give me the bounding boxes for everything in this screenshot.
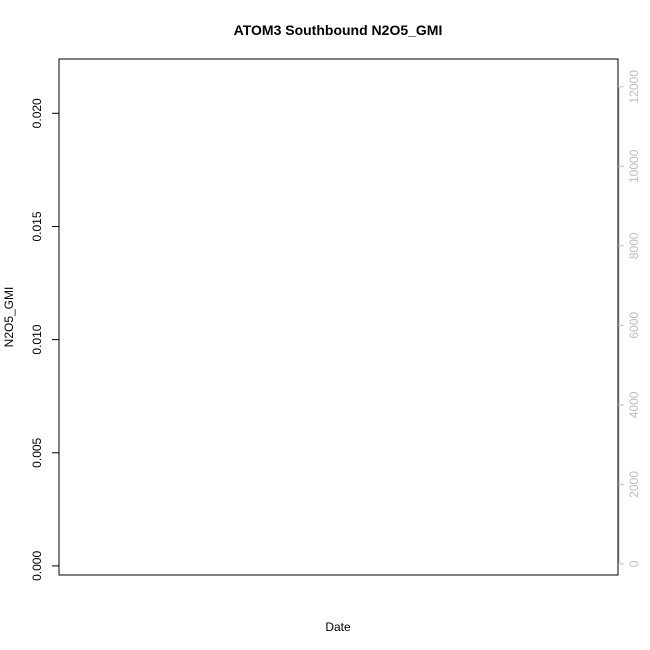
y2-tick-label: 2000 bbox=[627, 471, 641, 498]
x-axis-label: Date bbox=[325, 620, 351, 634]
y2-tick-label: 4000 bbox=[627, 391, 641, 418]
plot-frame bbox=[58, 58, 619, 576]
chart-title: ATOM3 Southbound N2O5_GMI bbox=[234, 22, 443, 38]
y-axis-label: N2O5_GMI bbox=[2, 287, 16, 348]
y-tick-label: 0.010 bbox=[30, 324, 44, 354]
y-tick-label: 0.000 bbox=[30, 551, 44, 581]
y2-tick-label: 0 bbox=[627, 560, 641, 567]
y2-tick-label: 8000 bbox=[627, 232, 641, 259]
y2-tick-label: 10000 bbox=[627, 149, 641, 183]
y-tick-label: 0.005 bbox=[30, 437, 44, 467]
y2-tick-label: 12000 bbox=[627, 70, 641, 104]
y2-tick-label: 6000 bbox=[627, 312, 641, 339]
y-tick-label: 0.015 bbox=[30, 211, 44, 241]
axes: 0.000 0.005 0.010 0.015 0.020 0 2000 4000 6000 80… bbox=[30, 70, 641, 581]
y-tick-label: 0.020 bbox=[30, 98, 44, 128]
